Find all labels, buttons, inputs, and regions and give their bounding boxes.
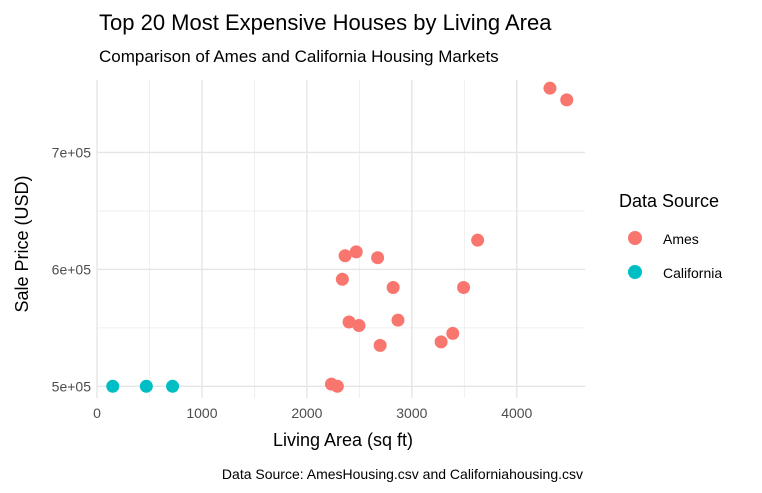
data-point-ames <box>543 81 557 95</box>
legend: Data Source Ames California <box>619 191 722 281</box>
x-tick-label: 4000 <box>501 405 532 421</box>
data-point-ames <box>446 326 460 340</box>
data-points <box>106 81 574 393</box>
data-point-ames <box>560 93 574 107</box>
data-point-ames <box>349 245 363 259</box>
chart-title: Top 20 Most Expensive Houses by Living A… <box>99 10 552 35</box>
data-point-california <box>139 379 153 393</box>
data-point-ames <box>471 233 485 247</box>
gridlines <box>96 80 585 398</box>
x-axis-ticks: 0 1000 2000 3000 4000 <box>93 405 532 421</box>
y-tick-label: 6e+05 <box>52 261 92 277</box>
x-tick-label: 3000 <box>396 405 427 421</box>
legend-title: Data Source <box>619 191 719 211</box>
data-point-california <box>106 379 120 393</box>
y-axis-ticks: 5e+05 6e+05 7e+05 <box>52 144 92 394</box>
data-point-ames <box>330 379 344 393</box>
x-tick-label: 1000 <box>186 405 217 421</box>
data-point-ames <box>335 272 349 286</box>
legend-label-california: California <box>663 265 722 281</box>
data-point-ames <box>352 319 366 333</box>
legend-key-california <box>628 265 642 279</box>
data-point-california <box>166 379 180 393</box>
legend-key-ames <box>628 231 642 245</box>
y-axis-title: Sale Price (USD) <box>12 175 32 312</box>
data-point-ames <box>338 249 352 263</box>
data-point-ames <box>457 281 471 295</box>
y-tick-label: 5e+05 <box>52 378 92 394</box>
legend-label-ames: Ames <box>663 231 699 247</box>
data-point-ames <box>391 313 405 327</box>
y-tick-label: 7e+05 <box>52 144 92 160</box>
data-point-ames <box>342 315 356 329</box>
x-tick-label: 0 <box>93 405 101 421</box>
chart-subtitle: Comparison of Ames and California Housin… <box>99 47 499 66</box>
x-axis-title: Living Area (sq ft) <box>273 430 413 450</box>
chart-caption: Data Source: AmesHousing.csv and Califor… <box>222 466 583 482</box>
data-point-ames <box>371 251 385 265</box>
data-point-ames <box>434 335 448 349</box>
data-point-ames <box>386 281 400 295</box>
x-tick-label: 2000 <box>291 405 322 421</box>
data-point-ames <box>373 338 387 352</box>
